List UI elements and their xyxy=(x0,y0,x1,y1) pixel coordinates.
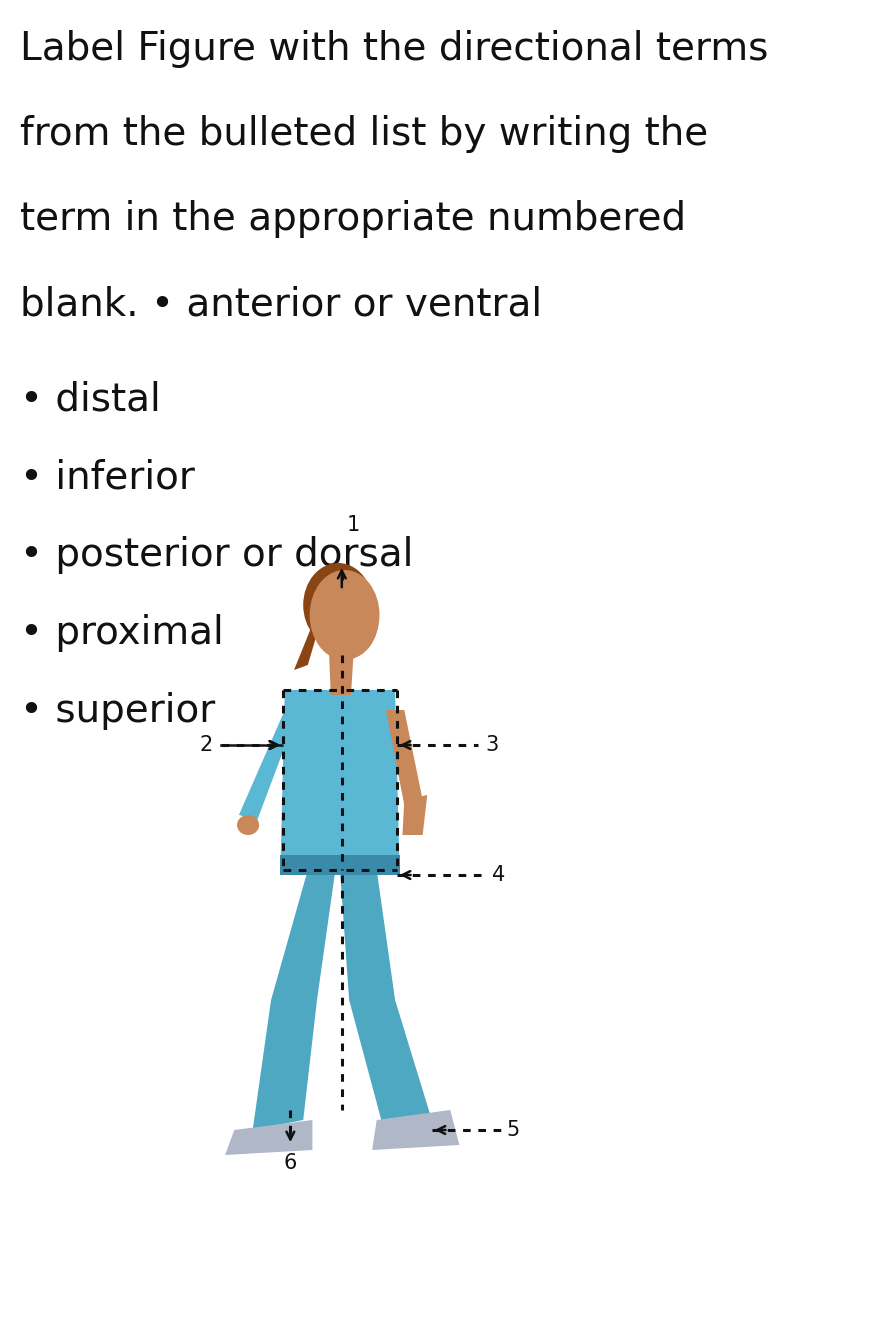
Polygon shape xyxy=(253,1000,317,1130)
Text: 5: 5 xyxy=(506,1120,519,1140)
Ellipse shape xyxy=(309,571,379,660)
Text: • posterior or dorsal: • posterior or dorsal xyxy=(21,536,414,575)
Polygon shape xyxy=(271,870,335,1000)
Text: from the bulleted list by writing the: from the bulleted list by writing the xyxy=(21,114,708,153)
Polygon shape xyxy=(350,1000,432,1120)
Polygon shape xyxy=(239,710,299,821)
Text: Label Figure with the directional terms: Label Figure with the directional terms xyxy=(21,31,769,68)
Text: 6: 6 xyxy=(283,1153,297,1173)
Polygon shape xyxy=(280,690,400,875)
Text: 3: 3 xyxy=(485,735,498,755)
Text: • proximal: • proximal xyxy=(21,614,224,652)
Ellipse shape xyxy=(320,579,378,658)
Text: • inferior: • inferior xyxy=(21,458,195,496)
Text: term in the appropriate numbered: term in the appropriate numbered xyxy=(21,200,687,238)
Polygon shape xyxy=(386,710,423,805)
Text: • distal: • distal xyxy=(21,380,161,418)
Polygon shape xyxy=(280,855,400,875)
Polygon shape xyxy=(402,795,427,835)
Ellipse shape xyxy=(303,563,373,646)
Ellipse shape xyxy=(237,815,259,835)
Text: • superior: • superior xyxy=(21,692,215,730)
Polygon shape xyxy=(294,612,324,670)
Text: 2: 2 xyxy=(200,735,213,755)
Text: 1: 1 xyxy=(346,515,359,535)
Text: blank. • anterior or ventral: blank. • anterior or ventral xyxy=(21,285,543,323)
Polygon shape xyxy=(340,870,395,1000)
Text: 4: 4 xyxy=(493,864,506,884)
Polygon shape xyxy=(329,650,354,696)
Polygon shape xyxy=(225,1120,312,1154)
Polygon shape xyxy=(372,1111,460,1150)
